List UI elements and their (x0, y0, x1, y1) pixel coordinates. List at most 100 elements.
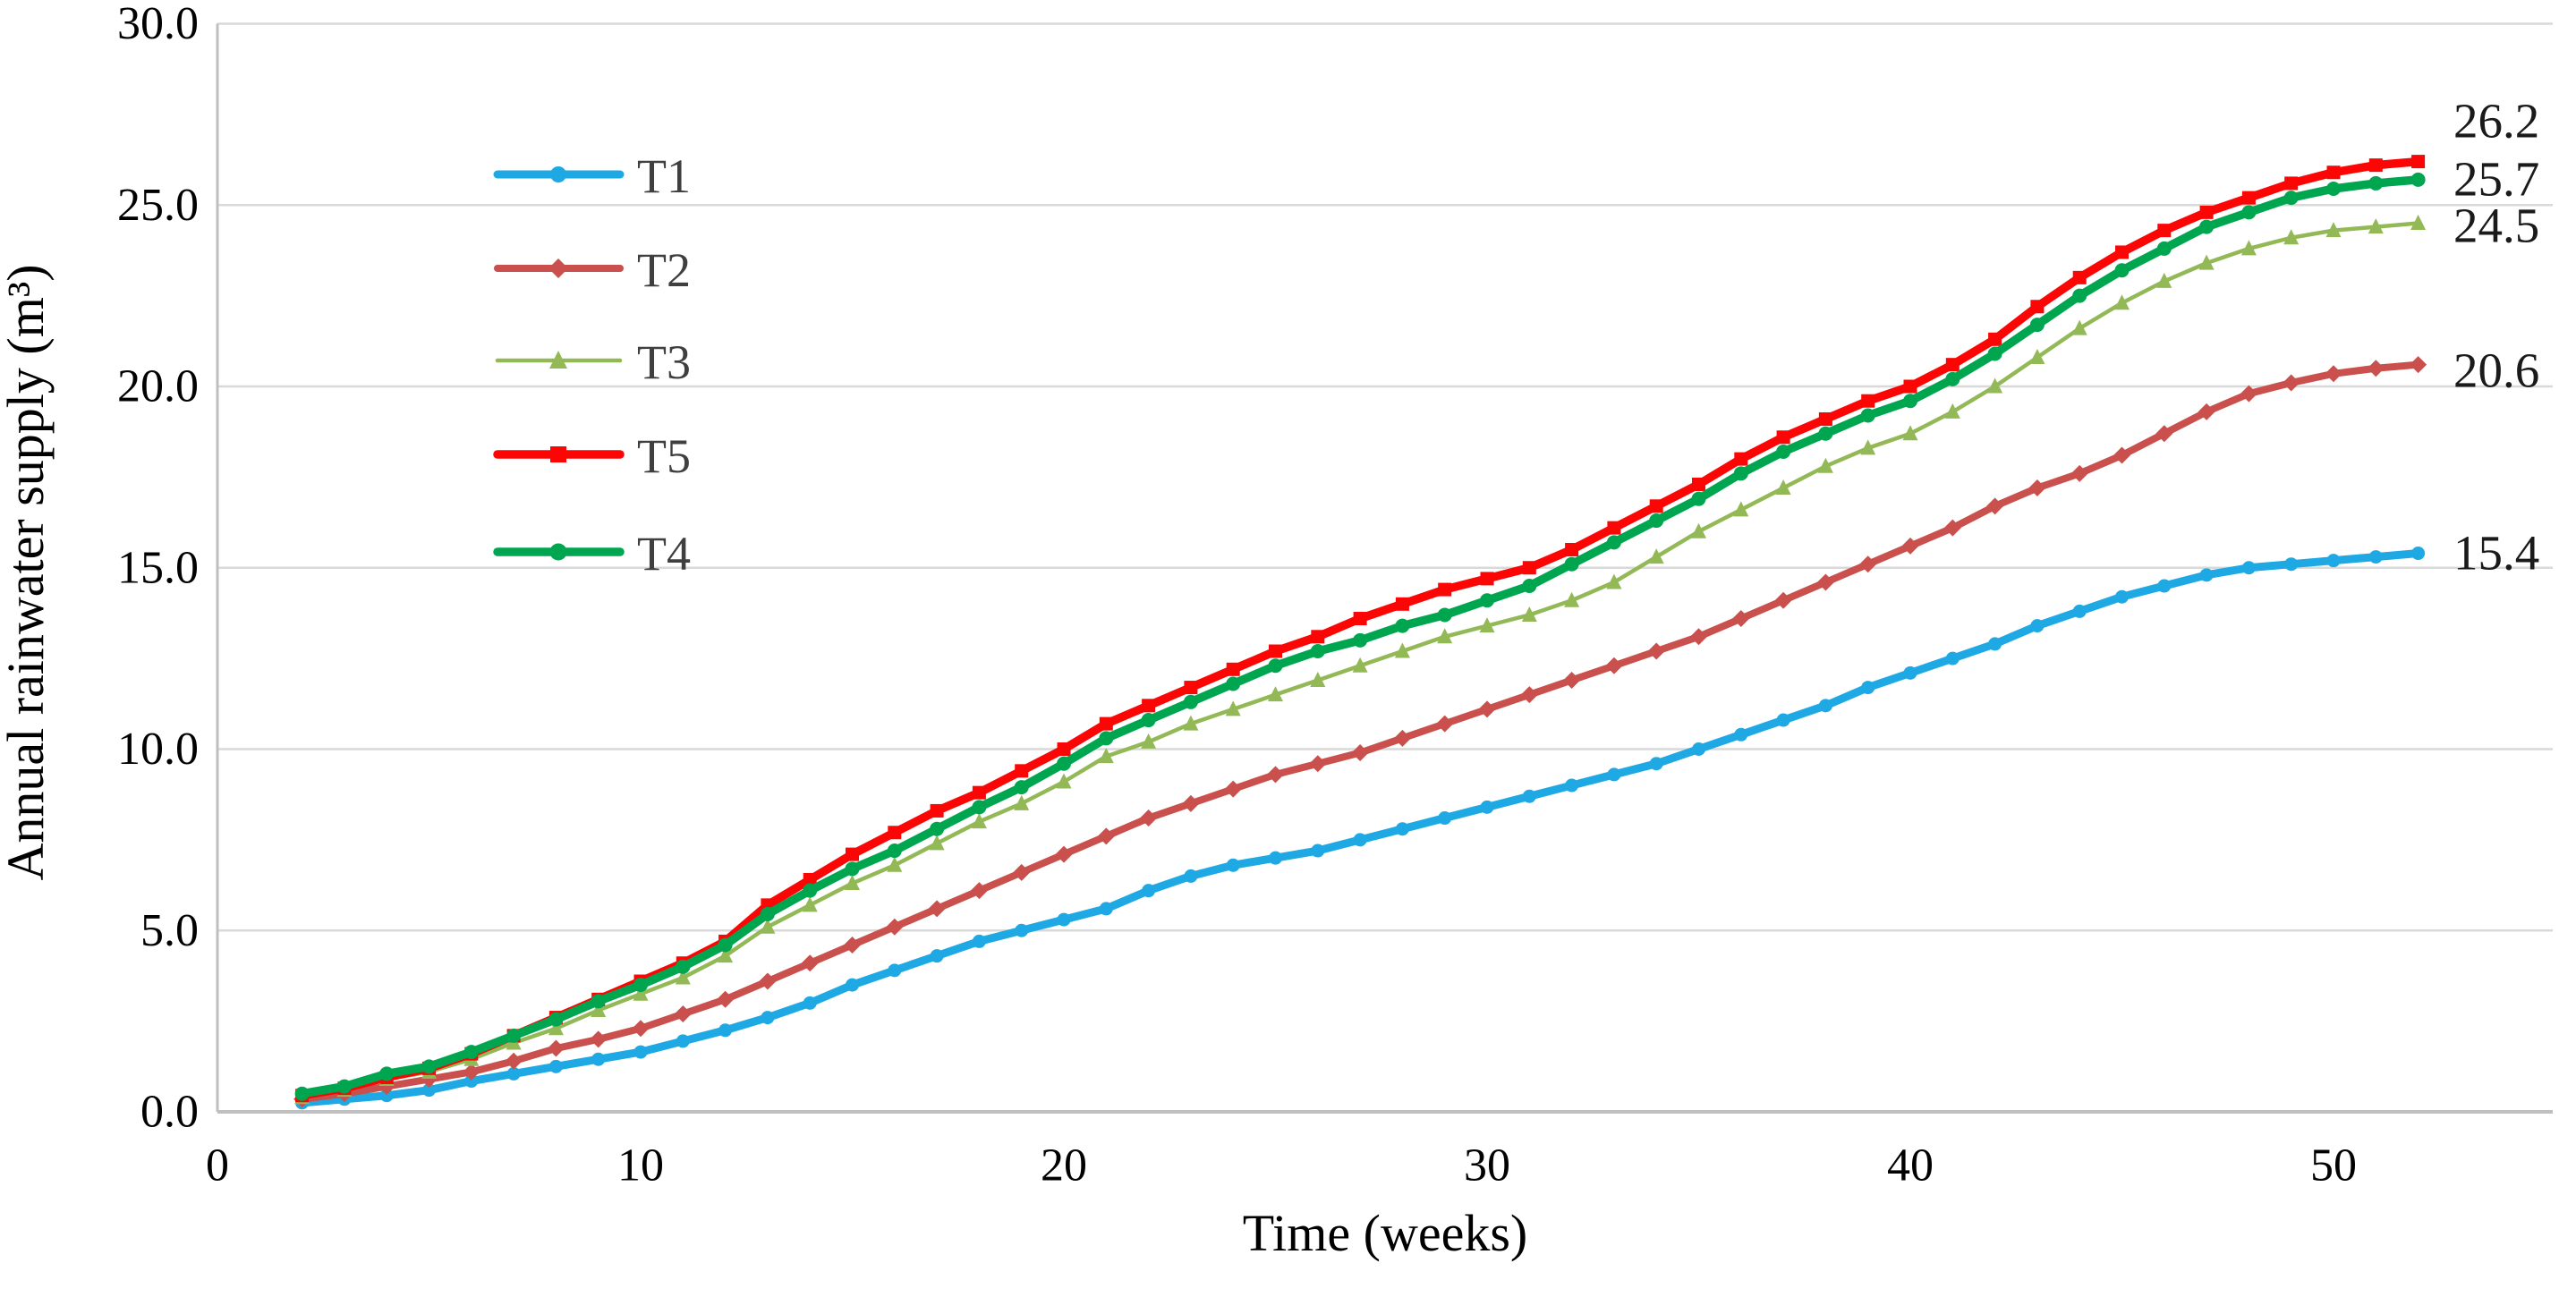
data-point (1649, 757, 1663, 771)
data-point (1097, 827, 1115, 845)
data-point (1226, 858, 1240, 872)
data-point (2368, 550, 2383, 564)
data-point (1352, 657, 1368, 673)
data-point (929, 835, 945, 851)
data-point (759, 972, 777, 990)
legend-marker (550, 166, 566, 182)
data-point (1438, 582, 1452, 597)
data-point (1141, 713, 1156, 728)
x-tick-label: 30 (1464, 1140, 1510, 1191)
data-point (2070, 464, 2088, 482)
data-point (1311, 630, 1325, 644)
data-point (1226, 676, 1241, 691)
data-point (463, 1063, 480, 1081)
data-point (846, 978, 859, 992)
data-point (2199, 219, 2215, 234)
y-tick-label: 5.0 (140, 905, 199, 956)
data-point (2367, 360, 2385, 377)
data-point (1987, 377, 2003, 394)
data-point (718, 937, 733, 953)
tick-labels-layer: 0.0 5.0 10.0 15.0 20.0 25.0 30.0 0 10 20 30 40 50 (117, 0, 2357, 1191)
data-point (1774, 591, 1792, 609)
data-point (421, 1059, 437, 1074)
end-label-T2: 20.6 (2453, 343, 2539, 398)
data-point (1816, 573, 1834, 591)
data-point (1480, 800, 1494, 814)
series-markers-T2 (293, 356, 2427, 1108)
data-point (1184, 869, 1198, 883)
x-tick-label: 0 (206, 1140, 229, 1191)
data-point (2241, 191, 2256, 205)
data-point (2284, 557, 2299, 572)
data-point (2283, 374, 2300, 392)
data-point (2241, 205, 2257, 220)
data-point (1310, 671, 1326, 687)
legend-item-T2: T2 (494, 243, 691, 297)
legend-item-T4: T4 (493, 527, 691, 581)
data-point (1733, 501, 1749, 517)
data-point (971, 813, 987, 829)
data-point (1861, 394, 1875, 408)
data-point (1649, 499, 1663, 513)
legend-label-T4: T4 (637, 527, 691, 581)
data-point (674, 1005, 692, 1023)
data-point (2156, 241, 2172, 256)
data-point (1859, 555, 1877, 573)
data-point (505, 1052, 523, 1070)
data-point (590, 1030, 608, 1048)
data-point (1269, 851, 1282, 865)
data-point (1014, 794, 1030, 810)
data-point (1732, 610, 1750, 628)
data-point (2030, 300, 2045, 314)
data-point (1692, 742, 1705, 756)
data-point (1903, 665, 1917, 680)
data-point (2155, 425, 2173, 443)
data-point (1647, 642, 1665, 660)
data-point (1606, 535, 1621, 550)
data-point (801, 954, 819, 972)
data-point (2071, 319, 2087, 335)
data-point (591, 1001, 607, 1017)
data-point (1521, 606, 1537, 622)
data-point (1142, 884, 1156, 898)
data-point (803, 996, 817, 1010)
data-point (548, 1012, 564, 1027)
series-markers-T4 (294, 172, 2426, 1101)
data-point (2156, 272, 2172, 288)
data-point (1648, 548, 1664, 564)
x-tick-label: 40 (1887, 1140, 1934, 1191)
data-point (336, 1079, 352, 1094)
data-point (1734, 452, 1748, 466)
data-point (1818, 411, 1832, 426)
data-point (1013, 863, 1031, 881)
data-point (633, 1045, 648, 1059)
data-point (675, 969, 691, 985)
data-point (844, 936, 861, 954)
data-point (1436, 715, 1454, 733)
data-point (717, 990, 735, 1008)
series-T2 (293, 356, 2427, 1108)
data-point (1775, 479, 1791, 496)
legend-item-T5: T5 (493, 429, 691, 483)
data-point (1733, 466, 1748, 481)
data-point (845, 861, 860, 877)
data-point (1776, 444, 1791, 459)
series-line-T5 (297, 157, 2423, 1100)
data-point (2326, 165, 2341, 180)
data-point (506, 1028, 522, 1043)
data-point (2157, 579, 2172, 593)
data-point (1183, 694, 1198, 709)
data-point (676, 959, 691, 974)
data-point (2284, 176, 2299, 191)
data-point (1606, 573, 1622, 589)
data-point (1014, 780, 1029, 795)
legend-item-T3: T3 (495, 335, 691, 389)
data-point (591, 1052, 606, 1066)
data-point (1184, 681, 1198, 695)
data-point (1522, 561, 1536, 575)
data-point (1945, 371, 1960, 386)
data-point (930, 949, 944, 963)
series-markers-T5 (295, 155, 2426, 1103)
data-point (888, 826, 902, 840)
y-tick-label: 25.0 (117, 180, 199, 231)
